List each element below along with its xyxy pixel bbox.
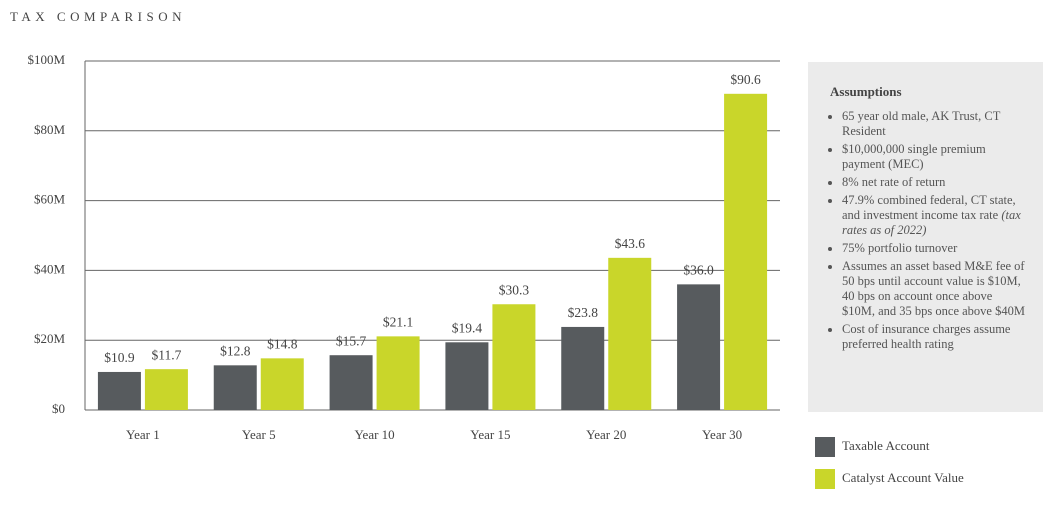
bar [492, 304, 536, 410]
data-label: $30.3 [499, 282, 530, 297]
data-label: $15.7 [336, 333, 367, 348]
assumption-item: $10,000,000 single premium payment (MEC) [842, 142, 1025, 172]
y-tick-label: $40M [34, 261, 66, 276]
assumption-item: Cost of insurance charges assume preferr… [842, 322, 1025, 352]
bar [376, 336, 420, 410]
assumption-text: 47.9% combined federal, CT state, and in… [842, 193, 1016, 222]
legend-swatch [815, 469, 835, 489]
assumptions-list: 65 year old male, AK Trust, CT Resident $… [830, 109, 1025, 352]
x-tick-label: Year 20 [586, 427, 626, 442]
assumptions-panel: Assumptions 65 year old male, AK Trust, … [808, 62, 1043, 412]
legend-label: Taxable Account [842, 438, 930, 453]
assumption-text: $10,000,000 single premium payment (MEC) [842, 142, 986, 171]
assumption-text: Cost of insurance charges assume preferr… [842, 322, 1011, 351]
y-tick-label: $20M [34, 331, 66, 346]
data-label: $21.1 [383, 314, 413, 329]
data-label: $10.9 [104, 350, 135, 365]
data-label: $43.6 [615, 236, 646, 251]
assumption-text: 65 year old male, AK Trust, CT Resident [842, 109, 1001, 138]
data-label: $19.4 [452, 320, 483, 335]
assumptions-title: Assumptions [830, 84, 902, 99]
y-tick-label: $100M [27, 52, 65, 67]
data-label: $23.8 [568, 305, 599, 320]
legend-swatch [815, 437, 835, 457]
bar [445, 342, 489, 410]
bar [677, 284, 721, 410]
data-label: $11.7 [151, 347, 181, 362]
data-label: $12.8 [220, 343, 251, 358]
assumption-item: 8% net rate of return [842, 175, 1025, 190]
bar [724, 93, 768, 410]
chart-title: TAX COMPARISON [10, 9, 186, 24]
y-tick-label: $80M [34, 122, 66, 137]
x-tick-label: Year 15 [470, 427, 510, 442]
assumption-item: Assumes an asset based M&E fee of 50 bps… [842, 259, 1025, 319]
assumption-text: 8% net rate of return [842, 175, 946, 189]
bar [260, 358, 304, 410]
data-label: $36.0 [683, 262, 714, 277]
x-tick-label: Year 1 [126, 427, 160, 442]
assumption-text: 75% portfolio turnover [842, 241, 958, 255]
assumption-item: 47.9% combined federal, CT state, and in… [842, 193, 1025, 238]
bar [213, 365, 257, 410]
data-label: $14.8 [267, 336, 298, 351]
y-tick-label: $60M [34, 192, 66, 207]
x-tick-label: Year 5 [242, 427, 276, 442]
data-label: $90.6 [730, 72, 761, 87]
assumption-item: 65 year old male, AK Trust, CT Resident [842, 109, 1025, 139]
bar [561, 326, 605, 410]
assumption-item: 75% portfolio turnover [842, 241, 1025, 256]
assumption-text: Assumes an asset based M&E fee of 50 bps… [842, 259, 1025, 318]
assumption-note: (tax rates as of 2022) [842, 208, 1021, 237]
bar [144, 369, 188, 410]
bar [329, 355, 373, 410]
bar [608, 257, 652, 410]
x-tick-label: Year 10 [354, 427, 394, 442]
x-tick-label: Year 30 [702, 427, 742, 442]
y-tick-label: $0 [52, 401, 65, 416]
legend-label: Catalyst Account Value [842, 470, 964, 485]
bar [97, 371, 141, 410]
